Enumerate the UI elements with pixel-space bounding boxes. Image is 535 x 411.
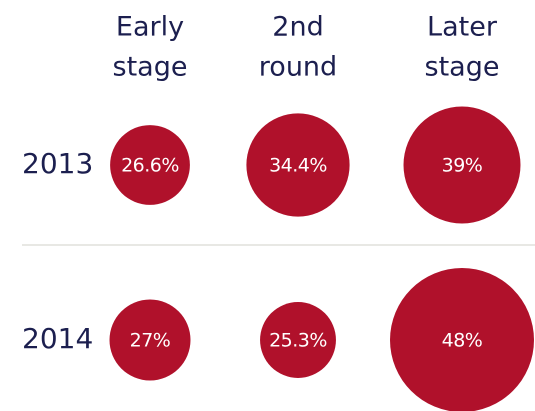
- value-label: 39%: [442, 155, 483, 177]
- value-label: 34.4%: [269, 155, 327, 177]
- bubble: [110, 125, 190, 205]
- bubble: [390, 268, 534, 411]
- column-header: 2nd: [272, 12, 323, 43]
- column-header: Later: [427, 12, 498, 43]
- bubble: [403, 106, 521, 224]
- bubble: [260, 302, 336, 378]
- column-header: round: [259, 52, 337, 83]
- value-label: 25.3%: [269, 330, 327, 352]
- column-header: stage: [113, 52, 188, 83]
- column-header: Early: [116, 12, 184, 43]
- bubble: [109, 299, 191, 381]
- bubble: [246, 113, 350, 217]
- value-label: 26.6%: [121, 155, 179, 177]
- value-label: 27%: [130, 330, 171, 352]
- row-label: 2013: [22, 147, 93, 180]
- column-header: stage: [425, 52, 500, 83]
- row-label: 2014: [22, 322, 93, 355]
- value-label: 48%: [442, 330, 483, 352]
